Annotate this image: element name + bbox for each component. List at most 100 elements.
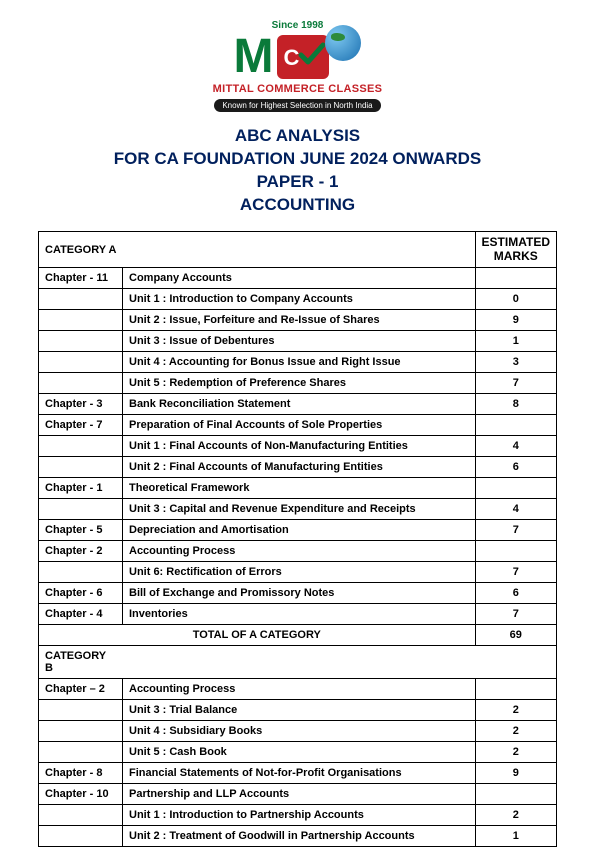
description-cell: Unit 4 : Subsidiary Books bbox=[123, 721, 476, 742]
chapter-cell bbox=[39, 352, 123, 373]
chapter-cell bbox=[39, 499, 123, 520]
title-line-4: ACCOUNTING bbox=[38, 194, 557, 217]
description-cell: Unit 1 : Final Accounts of Non-Manufactu… bbox=[123, 436, 476, 457]
description-cell: Unit 2 : Final Accounts of Manufacturing… bbox=[123, 457, 476, 478]
page: Since 1998 M C MITTAL COMMERCE CLASSES K… bbox=[0, 0, 595, 847]
brand-text: MITTAL COMMERCE CLASSES bbox=[213, 83, 383, 95]
table-row: Unit 4 : Accounting for Bonus Issue and … bbox=[39, 352, 557, 373]
description-cell: Unit 5 : Redemption of Preference Shares bbox=[123, 373, 476, 394]
table-row: Chapter - 6Bill of Exchange and Promisso… bbox=[39, 583, 557, 604]
marks-cell: 6 bbox=[475, 457, 556, 478]
category-b-marks-spacer bbox=[475, 646, 556, 679]
chapter-cell bbox=[39, 562, 123, 583]
marks-cell bbox=[475, 784, 556, 805]
logo: Since 1998 M C MITTAL COMMERCE CLASSES K… bbox=[213, 20, 383, 113]
marks-cell: 7 bbox=[475, 373, 556, 394]
logo-main: M C bbox=[213, 33, 383, 81]
table-row: Unit 2 : Issue, Forfeiture and Re-Issue … bbox=[39, 310, 557, 331]
marks-cell: 2 bbox=[475, 700, 556, 721]
estimated-marks-header: ESTIMATED MARKS bbox=[475, 231, 556, 268]
chapter-cell bbox=[39, 457, 123, 478]
marks-cell: 1 bbox=[475, 826, 556, 847]
chapter-cell: Chapter - 8 bbox=[39, 763, 123, 784]
table-row: Unit 5 : Cash Book2 bbox=[39, 742, 557, 763]
description-cell: Depreciation and Amortisation bbox=[123, 520, 476, 541]
chapter-cell: Chapter - 5 bbox=[39, 520, 123, 541]
chapter-cell bbox=[39, 289, 123, 310]
category-a-total-row: TOTAL OF A CATEGORY69 bbox=[39, 625, 557, 646]
description-cell: Unit 6: Rectification of Errors bbox=[123, 562, 476, 583]
marks-cell: 4 bbox=[475, 436, 556, 457]
logo-block: Since 1998 M C MITTAL COMMERCE CLASSES K… bbox=[38, 20, 557, 113]
title-line-2: FOR CA FOUNDATION JUNE 2024 ONWARDS bbox=[38, 148, 557, 171]
marks-cell: 7 bbox=[475, 562, 556, 583]
marks-cell: 9 bbox=[475, 763, 556, 784]
total-label: TOTAL OF A CATEGORY bbox=[39, 625, 476, 646]
table-row: Chapter - 5Depreciation and Amortisation… bbox=[39, 520, 557, 541]
marks-cell: 7 bbox=[475, 520, 556, 541]
description-cell: Unit 2 : Treatment of Goodwill in Partne… bbox=[123, 826, 476, 847]
table-row: Chapter - 8Financial Statements of Not-f… bbox=[39, 763, 557, 784]
marks-cell bbox=[475, 541, 556, 562]
tagline-text: Known for Highest Selection in North Ind… bbox=[214, 99, 380, 112]
globe-icon bbox=[325, 25, 361, 61]
chapter-cell bbox=[39, 310, 123, 331]
category-b-label: CATEGORY B bbox=[39, 646, 123, 679]
description-cell: Inventories bbox=[123, 604, 476, 625]
marks-cell: 8 bbox=[475, 394, 556, 415]
table-row: Unit 4 : Subsidiary Books2 bbox=[39, 721, 557, 742]
marks-cell: 6 bbox=[475, 583, 556, 604]
table-row: Unit 2 : Treatment of Goodwill in Partne… bbox=[39, 826, 557, 847]
marks-cell: 3 bbox=[475, 352, 556, 373]
chapter-cell: Chapter - 1 bbox=[39, 478, 123, 499]
chapter-cell: Chapter - 6 bbox=[39, 583, 123, 604]
chapter-cell bbox=[39, 436, 123, 457]
description-cell: Company Accounts bbox=[123, 268, 476, 289]
marks-cell: 2 bbox=[475, 721, 556, 742]
chapter-cell bbox=[39, 742, 123, 763]
chapter-cell bbox=[39, 805, 123, 826]
marks-cell: 2 bbox=[475, 742, 556, 763]
marks-cell: 1 bbox=[475, 331, 556, 352]
description-cell: Accounting Process bbox=[123, 679, 476, 700]
table-row: Unit 3 : Issue of Debentures1 bbox=[39, 331, 557, 352]
title-line-3: PAPER - 1 bbox=[38, 171, 557, 194]
chapter-cell: Chapter - 10 bbox=[39, 784, 123, 805]
table-row: Chapter - 11Company Accounts bbox=[39, 268, 557, 289]
table-row: Chapter - 2Accounting Process bbox=[39, 541, 557, 562]
description-cell: Financial Statements of Not-for-Profit O… bbox=[123, 763, 476, 784]
marks-cell: 2 bbox=[475, 805, 556, 826]
table-row: Unit 1 : Final Accounts of Non-Manufactu… bbox=[39, 436, 557, 457]
table-row: Unit 3 : Trial Balance2 bbox=[39, 700, 557, 721]
description-cell: Unit 1 : Introduction to Partnership Acc… bbox=[123, 805, 476, 826]
marks-cell bbox=[475, 478, 556, 499]
table-row: Unit 2 : Final Accounts of Manufacturing… bbox=[39, 457, 557, 478]
description-cell: Partnership and LLP Accounts bbox=[123, 784, 476, 805]
logo-badge-c: C bbox=[277, 35, 329, 79]
description-cell: Unit 3 : Issue of Debentures bbox=[123, 331, 476, 352]
category-a-header-row: CATEGORY A ESTIMATED MARKS bbox=[39, 231, 557, 268]
category-a-label: CATEGORY A bbox=[39, 231, 123, 268]
chapter-cell bbox=[39, 373, 123, 394]
table-row: Unit 5 : Redemption of Preference Shares… bbox=[39, 373, 557, 394]
marks-cell bbox=[475, 679, 556, 700]
table-row: Unit 1 : Introduction to Partnership Acc… bbox=[39, 805, 557, 826]
marks-cell: 7 bbox=[475, 604, 556, 625]
chapter-cell bbox=[39, 826, 123, 847]
title-line-1: ABC ANALYSIS bbox=[38, 125, 557, 148]
table-row: Chapter - 10Partnership and LLP Accounts bbox=[39, 784, 557, 805]
description-cell: Accounting Process bbox=[123, 541, 476, 562]
title-block: ABC ANALYSIS FOR CA FOUNDATION JUNE 2024… bbox=[38, 125, 557, 217]
table-row: Chapter - 7Preparation of Final Accounts… bbox=[39, 415, 557, 436]
table-row: Unit 1 : Introduction to Company Account… bbox=[39, 289, 557, 310]
chapter-cell: Chapter - 3 bbox=[39, 394, 123, 415]
category-a-spacer bbox=[123, 231, 476, 268]
chapter-cell: Chapter - 2 bbox=[39, 541, 123, 562]
marks-cell: 9 bbox=[475, 310, 556, 331]
total-value: 69 bbox=[475, 625, 556, 646]
chapter-cell: Chapter - 11 bbox=[39, 268, 123, 289]
category-b-header-row: CATEGORY B bbox=[39, 646, 557, 679]
chapter-cell bbox=[39, 331, 123, 352]
table-row: Chapter – 2Accounting Process bbox=[39, 679, 557, 700]
logo-letter-m: M bbox=[234, 33, 274, 81]
